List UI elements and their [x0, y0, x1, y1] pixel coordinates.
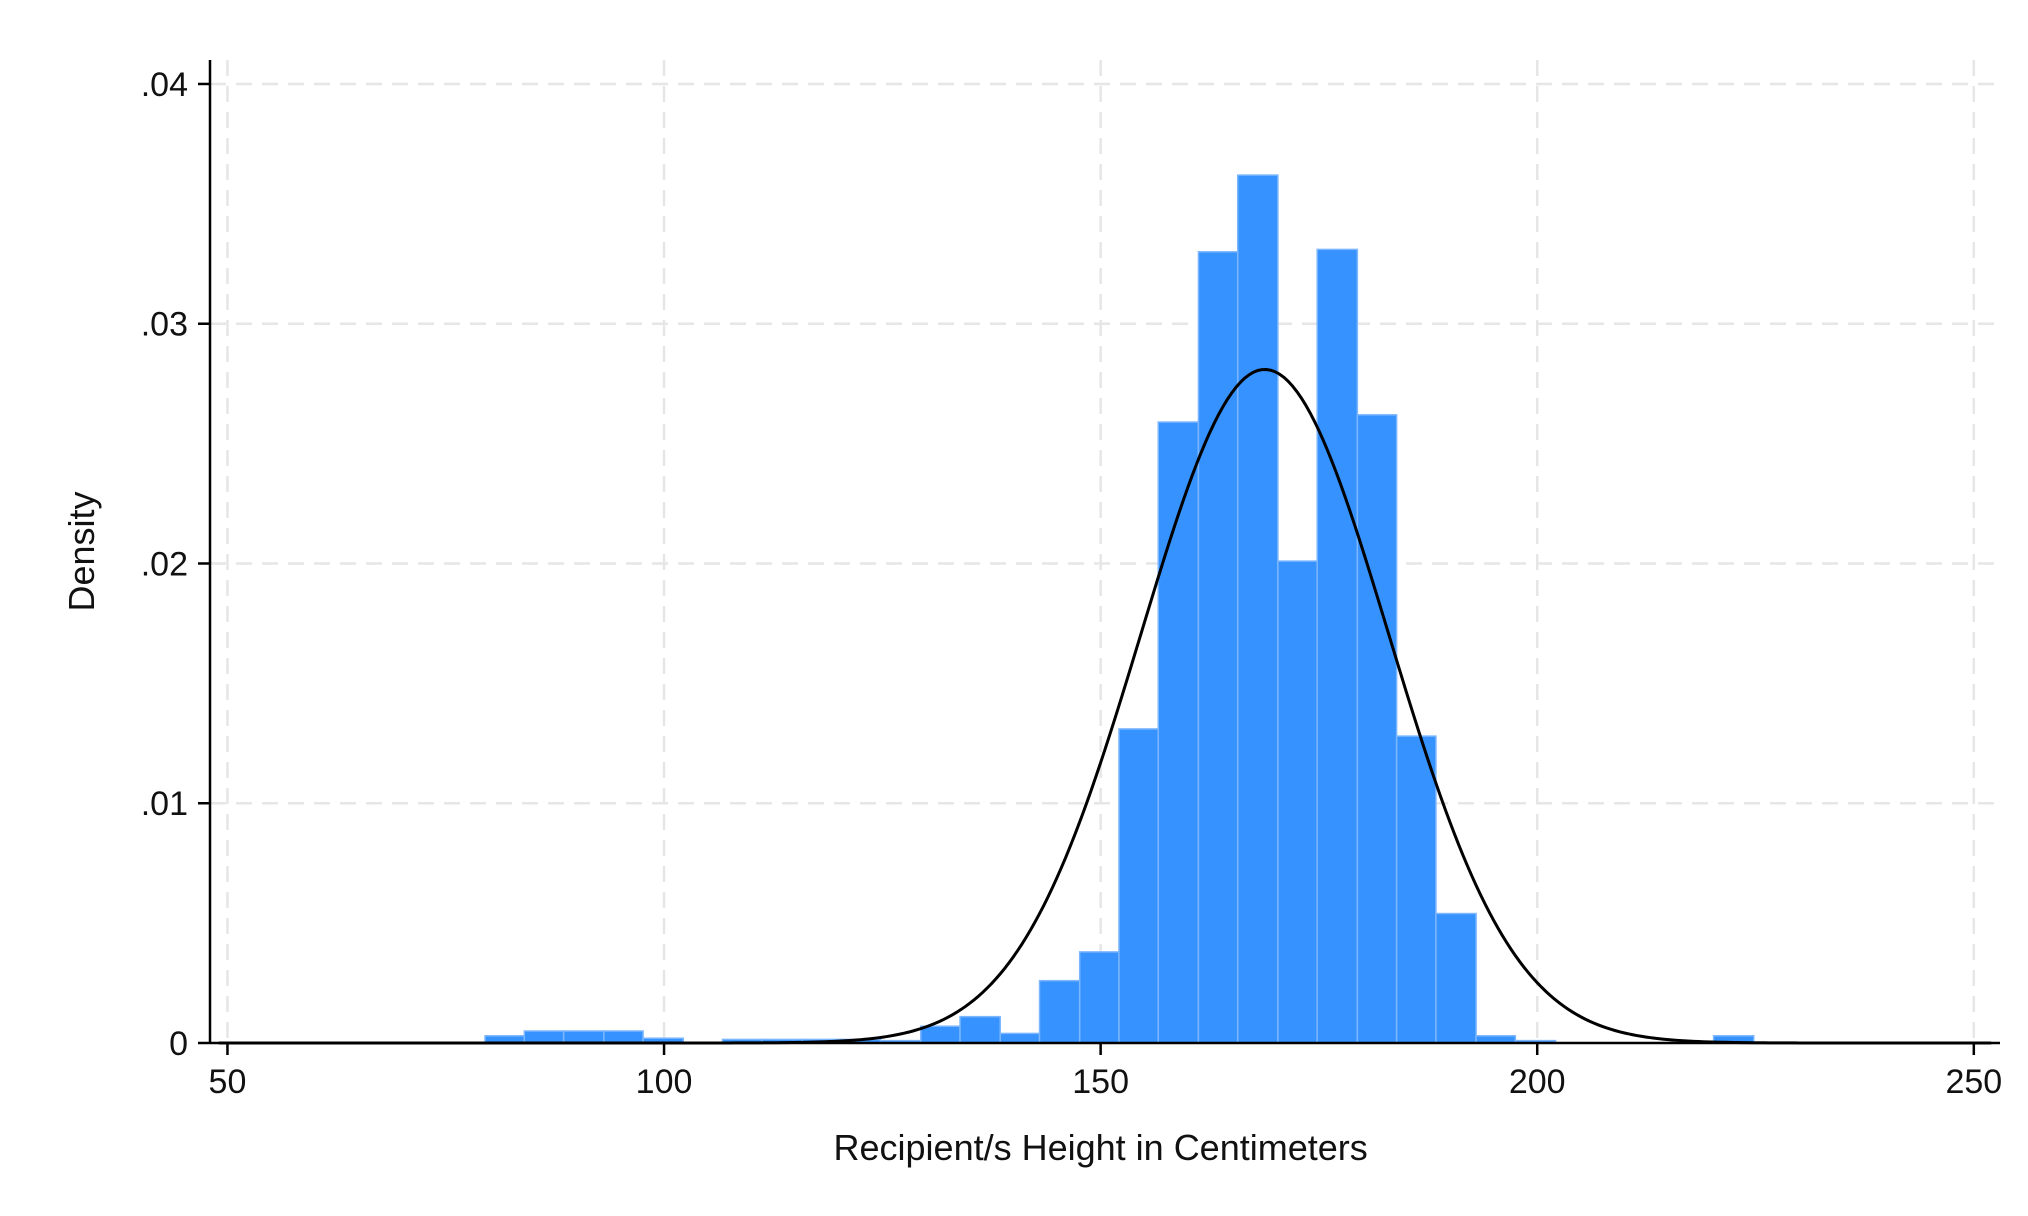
- x-tick-label: 250: [1945, 1063, 2002, 1101]
- histogram-bar: [1435, 912, 1477, 1044]
- x-axis-title: Recipient/s Height in Centimeters: [834, 1127, 1368, 1168]
- histogram-bar: [1356, 414, 1398, 1044]
- x-tick-label: 150: [1072, 1063, 1129, 1101]
- histogram-bar: [603, 1030, 644, 1044]
- y-tick-label: .02: [141, 545, 188, 583]
- y-tick-label: 0: [169, 1025, 188, 1063]
- histogram-bar: [562, 1030, 605, 1044]
- histogram-bar: [1118, 728, 1160, 1044]
- histogram-bar: [1316, 248, 1359, 1044]
- histogram-bar: [1395, 735, 1437, 1044]
- x-axis-ticks: 50 100 150 200 250: [209, 1043, 2002, 1101]
- histogram-bar: [1078, 951, 1120, 1044]
- histogram-bar: [920, 1025, 961, 1044]
- y-axis-title: Density: [61, 491, 102, 611]
- histogram-bar: [1157, 421, 1200, 1044]
- histogram-bar: [959, 1015, 1001, 1044]
- histogram-bars: [484, 174, 1755, 1044]
- histogram-bar: [1197, 251, 1239, 1044]
- histogram-bar: [999, 1032, 1041, 1044]
- y-tick-label: .01: [141, 785, 188, 823]
- y-tick-label: .03: [141, 306, 188, 344]
- histogram-bar: [1038, 979, 1081, 1044]
- x-tick-label: 100: [636, 1063, 693, 1101]
- histogram-bar: [1236, 174, 1279, 1044]
- grid-lines: [210, 60, 2000, 1043]
- x-tick-label: 50: [209, 1063, 247, 1101]
- histogram-bar: [1277, 560, 1318, 1044]
- x-tick-label: 200: [1509, 1063, 1566, 1101]
- y-tick-label: .04: [141, 66, 188, 104]
- y-axis-ticks: 0 .01 .02 .03 .04: [141, 66, 210, 1063]
- histogram-bar: [523, 1030, 565, 1044]
